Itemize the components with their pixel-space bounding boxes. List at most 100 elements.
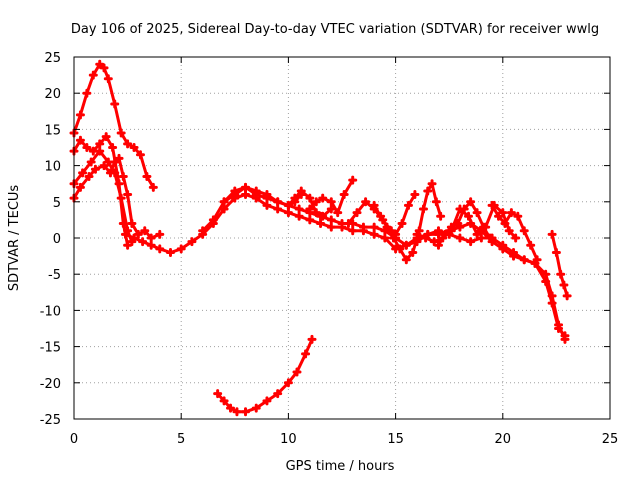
data-point xyxy=(155,229,165,239)
data-point xyxy=(427,179,437,189)
data-point xyxy=(110,157,120,167)
data-point xyxy=(251,186,261,196)
y-tick-label: -25 xyxy=(40,413,61,428)
data-point xyxy=(466,197,476,207)
data-point xyxy=(116,193,126,203)
data-point xyxy=(348,175,358,185)
data-point xyxy=(110,99,120,109)
data-point xyxy=(401,255,411,265)
data-point xyxy=(532,255,542,265)
data-point xyxy=(423,186,433,196)
data-point xyxy=(88,70,98,80)
data-point xyxy=(476,233,486,243)
data-point xyxy=(148,182,158,192)
axis-ticks: 0 5 10 15 20 25 -25 -20 -15 -10 -5 0 5 10 15 20 25 xyxy=(40,51,619,447)
data-point xyxy=(446,222,456,232)
data-point xyxy=(440,229,450,239)
data-point xyxy=(369,200,379,210)
data-point xyxy=(123,190,133,200)
data-point xyxy=(219,204,229,214)
data-point xyxy=(273,197,283,207)
series-arc-14 xyxy=(487,200,542,265)
data-point xyxy=(198,226,208,236)
data-point xyxy=(262,200,272,210)
data-point xyxy=(326,222,336,232)
data-point xyxy=(388,233,398,243)
data-point xyxy=(123,240,133,250)
data-point xyxy=(296,186,306,196)
data-point xyxy=(509,247,519,257)
data-point xyxy=(283,208,293,218)
data-point xyxy=(155,244,165,254)
data-point xyxy=(463,211,473,221)
data-point xyxy=(418,204,428,214)
data-point xyxy=(262,396,272,406)
data-point xyxy=(292,367,302,377)
data-point xyxy=(376,211,386,221)
data-point xyxy=(241,407,251,417)
data-point xyxy=(75,110,85,120)
data-point xyxy=(116,128,126,138)
series-group xyxy=(69,59,572,417)
data-point xyxy=(504,226,514,236)
series-arc-16 xyxy=(213,334,317,417)
series-arc-1 xyxy=(69,59,158,192)
data-point xyxy=(262,190,272,200)
data-point xyxy=(142,171,152,181)
data-point xyxy=(472,229,482,239)
y-tick-label: 25 xyxy=(44,51,61,66)
data-point xyxy=(311,208,321,218)
data-point xyxy=(213,389,223,399)
data-point xyxy=(498,208,508,218)
data-point xyxy=(118,171,128,181)
data-point xyxy=(273,204,283,214)
data-point xyxy=(307,334,317,344)
y-tick-label: -5 xyxy=(48,268,61,283)
data-point xyxy=(95,139,105,149)
y-tick-label: 0 xyxy=(53,232,61,247)
data-point xyxy=(273,389,283,399)
data-point xyxy=(472,208,482,218)
data-point xyxy=(241,182,251,192)
data-point xyxy=(127,219,137,229)
data-point xyxy=(559,280,569,290)
series-arc-5 xyxy=(120,190,570,344)
data-point xyxy=(556,269,566,279)
data-point xyxy=(187,237,197,247)
data-point xyxy=(165,247,175,257)
data-point xyxy=(348,226,358,236)
data-point xyxy=(90,164,100,174)
x-tick-label: 10 xyxy=(280,432,297,447)
data-point xyxy=(560,331,570,341)
series-arc-15 xyxy=(547,229,572,301)
data-point xyxy=(135,150,145,160)
data-point xyxy=(290,193,300,203)
series-arc-13 xyxy=(433,197,495,250)
data-point xyxy=(382,222,392,232)
data-point xyxy=(511,233,521,243)
data-point xyxy=(466,237,476,247)
x-tick-label: 0 xyxy=(70,432,78,447)
data-point xyxy=(316,219,326,229)
data-point xyxy=(305,215,315,225)
data-point xyxy=(82,88,92,98)
data-point xyxy=(146,233,156,243)
data-point xyxy=(369,229,379,239)
data-point xyxy=(547,298,557,308)
data-point xyxy=(500,219,510,229)
data-point xyxy=(120,229,130,239)
y-tick-label: 10 xyxy=(44,160,61,175)
data-point xyxy=(283,200,293,210)
chart-title: Day 106 of 2025, Sidereal Day-to-day VTE… xyxy=(71,22,599,37)
data-point xyxy=(436,211,446,221)
data-point xyxy=(326,215,336,225)
data-point xyxy=(294,211,304,221)
data-point xyxy=(95,146,105,156)
data-point xyxy=(519,255,529,265)
data-point xyxy=(412,229,422,239)
data-point xyxy=(453,219,463,229)
y-tick-label: -20 xyxy=(40,377,61,392)
data-point xyxy=(75,135,85,145)
y-tick-label: 20 xyxy=(44,87,61,102)
